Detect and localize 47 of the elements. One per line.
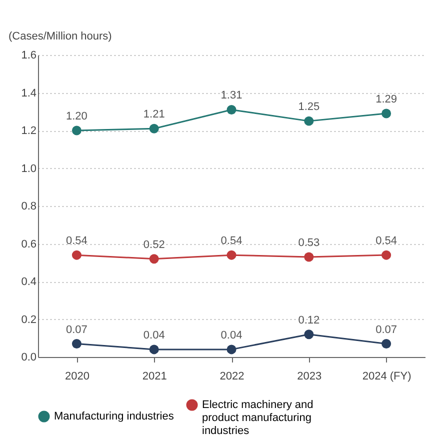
y-tick-label: 0.0 [21, 352, 36, 364]
y-tick-label: 1.6 [21, 50, 36, 62]
x-tick-label: 2024 (FY) [362, 370, 412, 382]
point [382, 108, 392, 118]
point [226, 250, 236, 260]
x-tick-label: 2023 [297, 370, 322, 382]
data-label: 1.25 [298, 101, 320, 114]
data-label: 0.52 [143, 238, 165, 251]
point [304, 252, 314, 262]
data-label: 1.21 [143, 108, 165, 121]
y-tick-label: 0.4 [21, 276, 36, 288]
point [382, 250, 392, 260]
x-tick-label: 2021 [142, 370, 167, 382]
data-label: 0.04 [220, 329, 242, 342]
data-label: 0.04 [143, 329, 165, 342]
data-label: 0.07 [376, 324, 398, 336]
point [149, 344, 159, 354]
y-tick-label: 0.8 [21, 200, 36, 212]
data-label: 0.54 [66, 235, 88, 248]
point [382, 339, 392, 349]
y-tick-label: 1.0 [21, 162, 36, 175]
data-label: 0.12 [298, 314, 320, 326]
data-label: 1.31 [220, 90, 242, 102]
y-tick-label: 1.4 [21, 87, 36, 100]
data-label: 0.53 [298, 236, 320, 249]
data-label: 0.07 [66, 324, 88, 336]
y-tick-label: 0.6 [21, 238, 36, 250]
y-tick-label: 0.2 [21, 314, 36, 326]
point [72, 126, 82, 136]
data-label: 1.29 [376, 94, 398, 106]
x-tick-label: 2022 [220, 370, 244, 382]
data-label: 0.54 [220, 235, 242, 248]
point [304, 116, 314, 126]
point [72, 250, 82, 260]
data-label: 0.54 [376, 235, 398, 248]
point [226, 105, 236, 114]
point [149, 254, 159, 264]
point [72, 339, 82, 349]
y-axis-title: (Cases/Million hours) [8, 30, 112, 42]
legend-label: Manufacturing industries [54, 410, 174, 422]
legend-label: Electric machinery and product manufacturing industries [202, 399, 314, 437]
point [226, 344, 236, 354]
data-label: 1.20 [66, 110, 88, 122]
y-tick-label: 1.2 [21, 125, 36, 137]
point [149, 124, 159, 134]
point [304, 330, 314, 340]
x-tick-label: 2020 [64, 370, 90, 382]
